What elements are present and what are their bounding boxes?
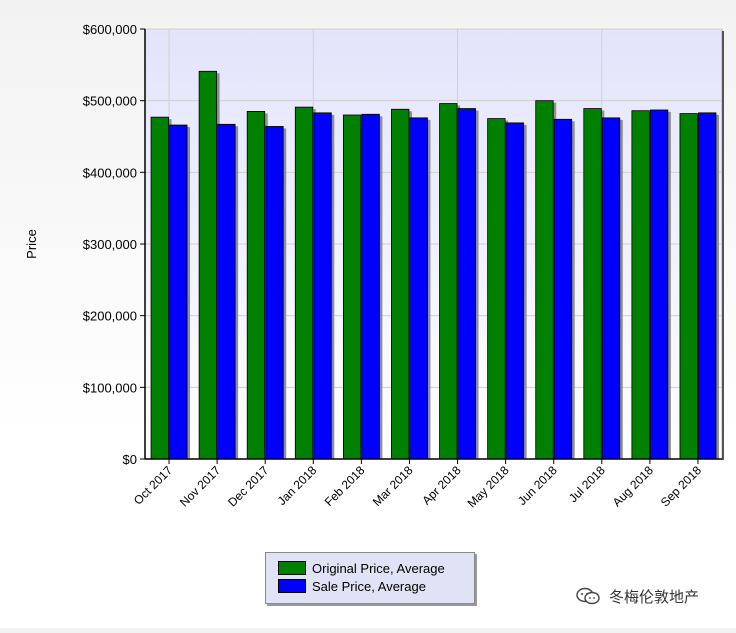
bar-sale-price xyxy=(313,112,332,460)
bar-sale-price xyxy=(553,118,573,460)
bar-original-price xyxy=(246,111,266,460)
bar-original-price xyxy=(150,116,169,460)
bar-original-price xyxy=(391,108,410,460)
bars xyxy=(150,70,719,460)
bar-original-price xyxy=(342,114,362,460)
x-tick-label: Jun 2018 xyxy=(515,463,560,508)
x-tick-label: Mar 2018 xyxy=(370,463,416,509)
watermark-text: 冬梅伦敦地产 xyxy=(609,588,700,606)
bar-sale-price xyxy=(505,122,525,460)
legend-item-original: Original Price, Average xyxy=(278,560,445,576)
legend: Original Price, Average Sale Price, Aver… xyxy=(265,552,475,604)
watermark: 冬梅伦敦地产 xyxy=(575,585,699,607)
x-tick-label: Oct 2017 xyxy=(131,463,176,508)
bar-sale-price xyxy=(649,109,669,460)
y-axis-label: Price xyxy=(24,229,39,259)
wechat-icon xyxy=(576,587,600,605)
y-tick-label: $100,000 xyxy=(83,380,137,395)
legend-label-sale: Sale Price, Average xyxy=(312,578,426,594)
bar-sale-price xyxy=(698,112,717,460)
bar-sale-price xyxy=(217,123,236,460)
bar-original-price xyxy=(487,118,506,460)
bar-sale-price xyxy=(361,113,380,460)
x-tick-label: Jul 2018 xyxy=(566,463,608,505)
bar-sale-price xyxy=(457,108,476,460)
bar-sale-price xyxy=(169,124,188,460)
axes xyxy=(140,28,724,464)
legend-label-original: Original Price, Average xyxy=(312,560,445,576)
bar-sale-price xyxy=(601,117,621,460)
y-tick-label: $500,000 xyxy=(83,94,137,109)
bar-sale-price xyxy=(265,126,284,460)
x-tick-label: Feb 2018 xyxy=(322,463,368,509)
x-tick-label: Sep 2018 xyxy=(658,463,704,509)
y-tick-label: $400,000 xyxy=(83,165,137,180)
bar-sale-price xyxy=(409,117,428,460)
x-tick-label: Jan 2018 xyxy=(275,463,320,508)
bar-original-price xyxy=(439,103,458,460)
bar-original-price xyxy=(631,110,650,460)
legend-item-sale: Sale Price, Average xyxy=(278,578,426,594)
y-tick-label: $0 xyxy=(123,452,137,467)
x-tick-label: Aug 2018 xyxy=(610,463,656,509)
bar-original-price xyxy=(583,108,602,460)
y-tick-label: $200,000 xyxy=(83,309,137,324)
bar-original-price xyxy=(294,106,314,460)
legend-swatch-sale xyxy=(278,579,306,593)
bar-original-price xyxy=(679,113,698,460)
x-tick-label: Nov 2017 xyxy=(177,463,223,509)
bar-original-price xyxy=(198,70,218,460)
x-tick-label: Apr 2018 xyxy=(419,463,464,508)
x-tick-label: Dec 2017 xyxy=(225,463,271,509)
bar-original-price xyxy=(535,100,554,460)
x-tick-label: May 2018 xyxy=(465,463,512,510)
y-tick-label: $600,000 xyxy=(83,22,137,37)
legend-swatch-original xyxy=(278,561,306,575)
y-tick-label: $300,000 xyxy=(83,237,137,252)
